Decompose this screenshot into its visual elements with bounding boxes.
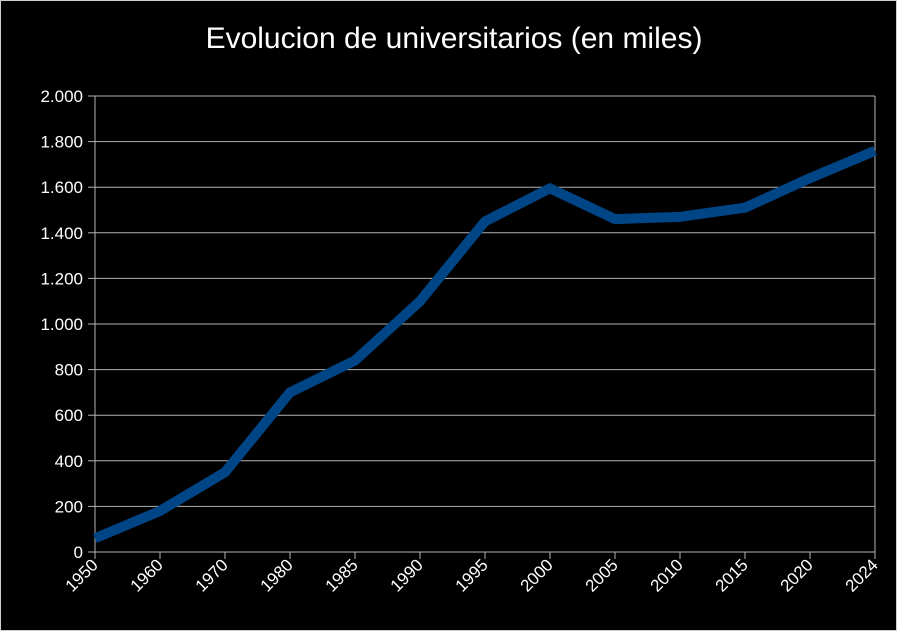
x-tick-label-1: 1960 bbox=[127, 555, 167, 595]
series-layer bbox=[95, 151, 875, 539]
y-tick-label-0: 0 bbox=[74, 543, 83, 562]
y-tick-label-10: 2.000 bbox=[40, 87, 83, 106]
x-tick-label-8: 2005 bbox=[582, 555, 622, 595]
y-tick-label-8: 1.600 bbox=[40, 178, 83, 197]
x-tick-label-5: 1990 bbox=[387, 555, 427, 595]
x-tick-label-6: 1995 bbox=[452, 555, 492, 595]
y-tick-label-9: 1.800 bbox=[40, 133, 83, 152]
x-tick-label-10: 2015 bbox=[712, 555, 752, 595]
x-tick-label-3: 1980 bbox=[257, 555, 297, 595]
chart-title: Evolucion de universitarios (en miles) bbox=[206, 22, 703, 55]
x-tick-label-4: 1985 bbox=[322, 555, 362, 595]
y-tick-label-2: 400 bbox=[55, 452, 83, 471]
y-tick-label-3: 600 bbox=[55, 406, 83, 425]
y-tick-label-4: 800 bbox=[55, 361, 83, 380]
y-tick-label-1: 200 bbox=[55, 497, 83, 516]
y-tick-label-7: 1.400 bbox=[40, 224, 83, 243]
x-tick-label-12: 2024 bbox=[842, 555, 882, 595]
x-tick-label-2: 1970 bbox=[192, 555, 232, 595]
x-tick-label-9: 2010 bbox=[647, 555, 687, 595]
x-tick-label-7: 2000 bbox=[517, 555, 557, 595]
y-axis-ticks: 0 200 400 600 800 1.000 1.200 1.400 1.600 1.800 2.… bbox=[40, 87, 83, 562]
y-tick-label-5: 1.000 bbox=[40, 315, 83, 334]
series-line-0 bbox=[95, 151, 875, 539]
y-tick-label-6: 1.200 bbox=[40, 269, 83, 288]
x-axis-ticks: 1950 1960 1970 1980 1985 1990 1995 2000 2005 2010… bbox=[62, 555, 882, 595]
x-tick-label-11: 2020 bbox=[777, 555, 817, 595]
axes bbox=[88, 96, 875, 559]
x-tick-label-0: 1950 bbox=[62, 555, 102, 595]
